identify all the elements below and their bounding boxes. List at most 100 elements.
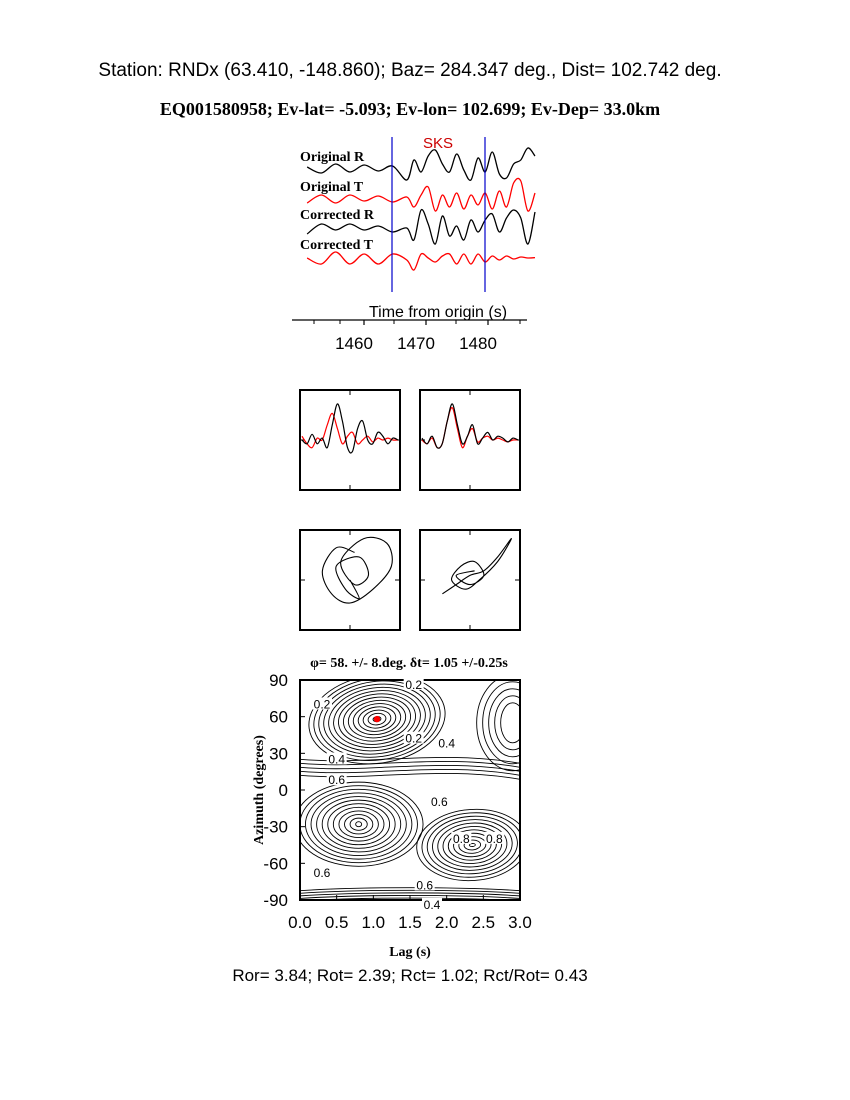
x-tick-label: 1.0 xyxy=(362,913,386,932)
contour-middle xyxy=(300,768,520,776)
time-tick-label-1460: 1460 xyxy=(335,334,373,353)
contour-middle xyxy=(300,764,520,772)
contour-lower-right xyxy=(458,836,487,854)
particle-motion-before xyxy=(321,536,393,604)
x-tick-label: 3.0 xyxy=(508,913,532,932)
contour-label-bg xyxy=(403,677,424,690)
contour-min xyxy=(333,690,421,749)
trace-label-original-r: Original R xyxy=(300,150,365,165)
y-axis-label: Azimuth (degrees) xyxy=(252,735,267,845)
contour-label: 0.6 xyxy=(416,878,433,892)
waveform-red-before xyxy=(301,412,399,449)
contour-middle xyxy=(300,772,520,780)
contour-middle xyxy=(300,760,520,768)
contour-label-bg xyxy=(422,897,442,910)
contour-label-bg xyxy=(484,831,505,844)
contour-min xyxy=(367,712,387,726)
contour-label: 0.6 xyxy=(314,866,331,880)
contour-upper-right xyxy=(482,681,520,765)
contour-min xyxy=(318,680,436,758)
x-axis-label: Lag (s) xyxy=(389,945,431,960)
contour-bottom xyxy=(300,892,520,897)
contour-label: 0.6 xyxy=(431,795,448,809)
trace-label-original-t: Original T xyxy=(300,180,364,195)
waveform-before-box xyxy=(299,389,401,491)
contour-lower-right xyxy=(416,808,520,882)
contour-label: 0.4 xyxy=(328,752,345,766)
contour-label: 0.4 xyxy=(438,737,455,751)
contour-bottom xyxy=(300,887,520,892)
y-tick-label: 90 xyxy=(269,671,288,690)
station-title: Station: RNDx (63.410, -148.860); Baz= 2… xyxy=(98,60,721,81)
contour-min xyxy=(338,693,416,745)
contour-min xyxy=(347,699,407,739)
contour-upper-right xyxy=(476,680,520,772)
trace-label-corrected-t: Corrected T xyxy=(300,238,374,253)
contour-label-bg xyxy=(312,697,332,710)
particle-motion-after-box xyxy=(419,529,521,631)
contour-value-labels: 0.2 0.2 0.2 0.4 0.4 0.6 0.6 0.6 0.6 0.8 0.8 0.4 xyxy=(312,677,505,912)
contour-middle xyxy=(300,756,520,764)
contour-min xyxy=(342,696,412,742)
contour-lower-left xyxy=(321,799,396,849)
event-title: EQ001580958; Ev-lat= -5.093; Ev-lon= 102… xyxy=(160,99,660,119)
trace-corrected-r xyxy=(306,208,536,245)
contour-label-bg xyxy=(403,731,424,744)
contour-lower-left xyxy=(338,810,379,838)
contour-label: 0.2 xyxy=(314,697,331,711)
contour-lower-left xyxy=(310,792,407,856)
contour-min xyxy=(323,683,431,755)
seismogram-traces xyxy=(306,147,536,271)
waveform-after-box xyxy=(419,389,521,491)
contour-label-bg xyxy=(429,795,450,808)
x-tick-label: 2.0 xyxy=(435,913,459,932)
contour-label-bg xyxy=(326,773,347,786)
waveform-black-before xyxy=(301,403,399,454)
contour-plot: 0.0 0.5 1.0 1.5 2.0 2.5 3.0 -90 -60 -30 0 30 60 90 0.… xyxy=(263,671,531,932)
contour-lower-left xyxy=(355,821,363,828)
contour-label: 0.2 xyxy=(405,732,422,746)
contour-label: 0.4 xyxy=(424,898,441,912)
y-tick-label: 60 xyxy=(269,708,288,727)
contour-bottom xyxy=(300,901,520,904)
contour-lower-right xyxy=(468,843,476,847)
trace-label-corrected-r: Corrected R xyxy=(300,208,375,223)
x-tick-label: 2.5 xyxy=(472,913,496,932)
contour-min xyxy=(308,680,446,765)
contour-upper-right xyxy=(500,702,520,744)
trace-original-r xyxy=(306,147,536,181)
phase-label: SKS xyxy=(423,135,453,152)
contour-label: 0.8 xyxy=(486,832,503,846)
contour-label-bg xyxy=(326,752,347,765)
contour-bottom xyxy=(300,889,520,894)
contour-lower-left xyxy=(344,814,374,835)
x-tick-label: 0.0 xyxy=(288,913,312,932)
contour-lower-left xyxy=(327,803,391,846)
contour-min xyxy=(357,706,397,732)
contour-lower-right xyxy=(421,812,520,878)
contour-upper-right xyxy=(488,688,520,758)
contour-label-bg xyxy=(451,831,472,844)
y-tick-label: -30 xyxy=(263,818,288,837)
contour-min xyxy=(352,703,402,736)
trace-original-t xyxy=(306,177,536,212)
y-tick-label: -60 xyxy=(263,854,288,873)
contour-label-bg xyxy=(436,736,457,749)
contour-lower-right xyxy=(432,819,513,871)
contour-min xyxy=(362,709,392,729)
y-tick-label: 30 xyxy=(269,744,288,763)
contour-lower-right xyxy=(463,839,482,851)
contour-axis-ticks: 0.0 0.5 1.0 1.5 2.0 2.5 3.0 -90 -60 -30 0 30 60 90 xyxy=(263,671,531,932)
x-tick-label: 0.5 xyxy=(325,913,349,932)
contour-lower-left xyxy=(300,781,424,867)
contour-label-bg xyxy=(312,866,332,879)
contour-min xyxy=(328,686,426,752)
contour-lower-left xyxy=(300,785,418,864)
contour-label: 0.2 xyxy=(405,678,422,692)
contour-label: 0.8 xyxy=(453,832,470,846)
contour-lower-left xyxy=(316,796,402,853)
x-tick-label: 1.5 xyxy=(398,913,422,932)
contour-lower-left xyxy=(332,806,385,842)
time-tick-label-1480: 1480 xyxy=(459,334,497,353)
